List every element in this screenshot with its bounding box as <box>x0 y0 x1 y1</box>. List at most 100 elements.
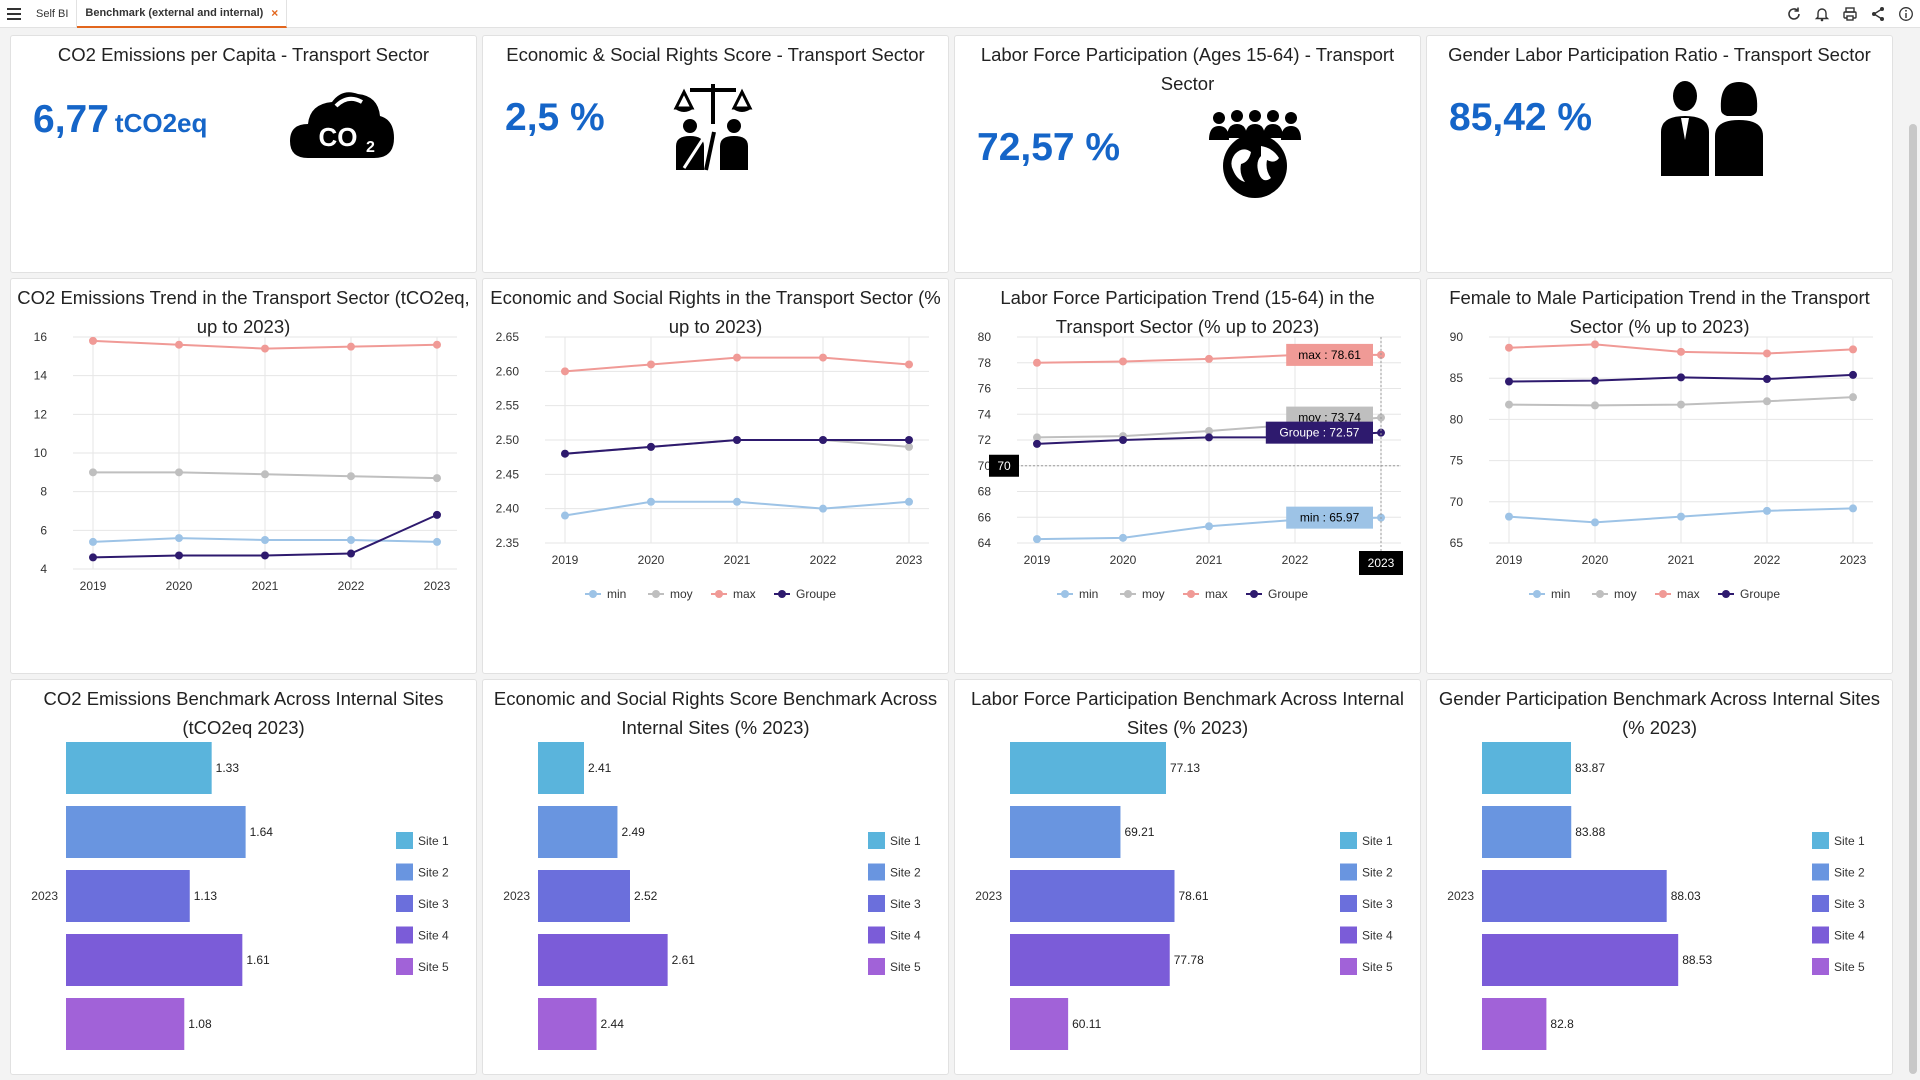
data-point-min[interactable] <box>433 537 441 546</box>
line-chart-co2[interactable]: 4 6 8 10 12 14 16 2019 2020 2021 2022 2023 <box>11 279 477 674</box>
line-chart-rights[interactable]: 2.35 2.40 2.45 2.50 2.55 2.60 2.65 2019 2020 2021… <box>483 279 949 674</box>
data-point-moy[interactable] <box>1763 397 1771 406</box>
data-point-min[interactable] <box>561 511 569 520</box>
data-point-min[interactable] <box>347 536 355 544</box>
legend-label-site-5[interactable]: Site 5 <box>418 960 449 974</box>
bar-site-1[interactable] <box>538 742 584 794</box>
legend-label-site-1[interactable]: Site 1 <box>1834 834 1865 848</box>
data-point-groupe[interactable] <box>1677 373 1685 382</box>
legend-label-site-2[interactable]: Site 2 <box>1362 866 1393 880</box>
data-point-max[interactable] <box>347 342 355 351</box>
data-point-moy[interactable] <box>261 470 269 479</box>
data-point-min[interactable] <box>89 537 97 546</box>
legend-label-site-5[interactable]: Site 5 <box>1362 960 1393 974</box>
tab-self-bi[interactable]: Self BI <box>28 0 78 28</box>
data-point-max[interactable] <box>89 336 97 345</box>
bar-site-2[interactable] <box>1010 806 1121 858</box>
bar-site-1[interactable] <box>1482 742 1572 794</box>
data-point-moy[interactable] <box>1591 401 1599 410</box>
legend-label-site-3[interactable]: Site 3 <box>1362 897 1393 911</box>
legend-label-groupe[interactable]: Groupe <box>1268 587 1308 601</box>
data-point-groupe[interactable] <box>1763 375 1771 384</box>
data-point-max[interactable] <box>1849 345 1857 354</box>
bar-chart-rights[interactable]: 2.41 2.49 2.52 2.61 2.44 2023 Site 1 Site 2 Site… <box>483 680 949 1075</box>
bar-site-4[interactable] <box>66 934 243 986</box>
refresh-icon[interactable] <box>1786 6 1802 22</box>
close-tab-icon[interactable]: × <box>271 5 279 20</box>
data-point-groupe[interactable] <box>261 551 269 560</box>
print-icon[interactable] <box>1842 6 1858 22</box>
data-point-groupe[interactable] <box>1205 433 1213 442</box>
data-point-moy[interactable] <box>175 468 183 477</box>
bar-site-3[interactable] <box>538 870 630 922</box>
vertical-scrollbar[interactable] <box>1906 28 1920 1080</box>
data-point-moy[interactable] <box>1505 400 1513 409</box>
data-point-max[interactable] <box>1119 357 1127 366</box>
line-chart-gender[interactable]: 65 70 75 80 85 90 2019 2020 2021 2022 2023 min moy ma… <box>1427 279 1893 674</box>
data-point-groupe[interactable] <box>647 442 655 451</box>
scrollbar-thumb[interactable] <box>1909 124 1917 1074</box>
data-point-min[interactable] <box>1033 535 1041 544</box>
legend-label-site-1[interactable]: Site 1 <box>890 834 921 848</box>
legend-label-site-3[interactable]: Site 3 <box>418 897 449 911</box>
data-point-groupe[interactable] <box>1591 376 1599 385</box>
info-icon[interactable] <box>1898 6 1914 22</box>
legend-label-moy[interactable]: moy <box>670 587 693 601</box>
legend-label-max[interactable]: max <box>733 587 756 601</box>
data-point-moy[interactable] <box>905 442 913 451</box>
data-point-groupe[interactable] <box>905 436 913 444</box>
bar-site-4[interactable] <box>538 934 668 986</box>
data-point-groupe[interactable] <box>175 551 183 560</box>
bell-icon[interactable] <box>1814 6 1830 22</box>
data-point-groupe[interactable] <box>433 510 441 519</box>
data-point-min[interactable] <box>261 536 269 544</box>
data-point-min[interactable] <box>905 497 913 506</box>
bar-chart-labor[interactable]: 77.13 69.21 78.61 77.78 60.11 2023 Site 1 Site … <box>955 680 1421 1075</box>
data-point-moy[interactable] <box>1849 393 1857 402</box>
data-point-groupe[interactable] <box>819 436 827 444</box>
data-point-max[interactable] <box>733 353 741 362</box>
bar-site-3[interactable] <box>66 870 190 922</box>
bar-chart-co2[interactable]: 1.33 1.64 1.13 1.61 1.08 2023 Site 1 Site 2 Site… <box>11 680 477 1075</box>
bar-site-5[interactable] <box>1010 998 1069 1050</box>
bar-site-5[interactable] <box>66 998 185 1050</box>
legend-label-moy[interactable]: moy <box>1614 587 1637 601</box>
share-icon[interactable] <box>1870 6 1886 22</box>
data-point-max[interactable] <box>1763 349 1771 358</box>
legend-label-site-4[interactable]: Site 4 <box>890 929 921 943</box>
menu-icon[interactable] <box>0 0 28 28</box>
data-point-max[interactable] <box>1591 340 1599 349</box>
data-point-min[interactable] <box>1119 533 1127 542</box>
data-point-max[interactable] <box>647 360 655 369</box>
bar-site-5[interactable] <box>538 998 597 1050</box>
data-point-max[interactable] <box>819 353 827 362</box>
data-point-max[interactable] <box>905 360 913 369</box>
legend-label-max[interactable]: max <box>1205 587 1228 601</box>
data-point-groupe[interactable] <box>89 553 97 562</box>
legend-label-site-4[interactable]: Site 4 <box>1362 929 1393 943</box>
data-point-min[interactable] <box>1849 504 1857 513</box>
bar-site-1[interactable] <box>66 742 212 794</box>
legend-label-site-5[interactable]: Site 5 <box>890 960 921 974</box>
legend-label-max[interactable]: max <box>1677 587 1700 601</box>
data-point-groupe[interactable] <box>1849 370 1857 379</box>
legend-label-site-3[interactable]: Site 3 <box>1834 897 1865 911</box>
data-point-max[interactable] <box>433 340 441 349</box>
data-point-max[interactable] <box>1205 354 1213 363</box>
data-point-groupe[interactable] <box>1033 439 1041 448</box>
bar-site-2[interactable] <box>66 806 246 858</box>
data-point-groupe[interactable] <box>1377 428 1385 437</box>
data-point-max[interactable] <box>1505 343 1513 352</box>
data-point-min[interactable] <box>647 497 655 506</box>
data-point-min[interactable] <box>1677 512 1685 521</box>
legend-label-moy[interactable]: moy <box>1142 587 1165 601</box>
data-point-groupe[interactable] <box>561 449 569 458</box>
data-point-max[interactable] <box>175 340 183 349</box>
data-point-groupe[interactable] <box>347 549 355 558</box>
legend-label-min[interactable]: min <box>1079 587 1098 601</box>
bar-site-3[interactable] <box>1482 870 1667 922</box>
legend-label-site-4[interactable]: Site 4 <box>418 929 449 943</box>
data-point-min[interactable] <box>1763 506 1771 515</box>
bar-site-1[interactable] <box>1010 742 1166 794</box>
legend-label-site-2[interactable]: Site 2 <box>1834 866 1865 880</box>
